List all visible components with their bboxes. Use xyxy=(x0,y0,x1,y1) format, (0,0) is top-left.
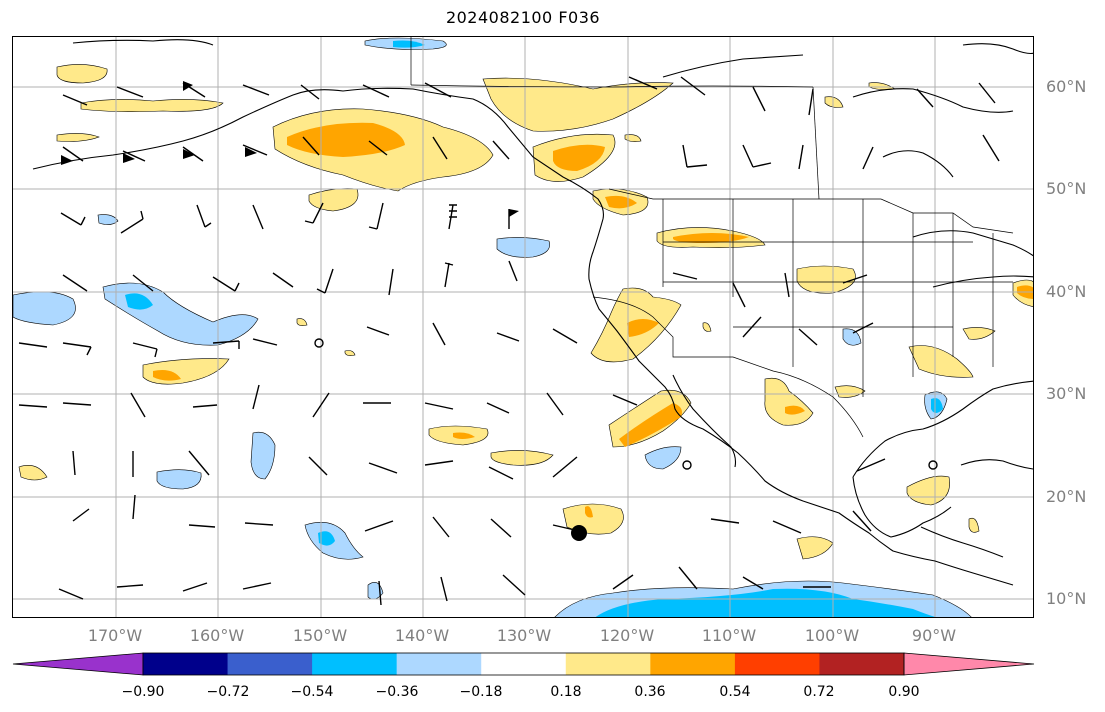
colorbar-extend-low xyxy=(12,652,144,676)
lat-label-30n: 30°N xyxy=(1046,384,1087,403)
lat-label-10n: 10°N xyxy=(1046,589,1087,608)
lon-label-160w: 160°W xyxy=(189,626,245,645)
colorbar-cell xyxy=(819,653,905,675)
map-canvas xyxy=(13,37,1033,617)
lon-label-150w: 150°W xyxy=(292,626,348,645)
colorbar-tick-label: −0.54 xyxy=(290,684,334,700)
colorbar-cell xyxy=(565,653,651,675)
positive-anomaly-medium xyxy=(153,122,1033,518)
colorbar-cell xyxy=(227,653,313,675)
colorbar-extend-high xyxy=(903,652,1035,676)
lon-label-100w: 100°W xyxy=(804,626,860,645)
colorbar-tick-label: 0.36 xyxy=(634,684,666,700)
colorbar-tick-label: −0.72 xyxy=(206,684,250,700)
graticule xyxy=(13,37,1033,617)
colorbar-tick-label: 0.54 xyxy=(719,684,751,700)
lon-label-170w: 170°W xyxy=(87,626,143,645)
plot-title: 2024082100 F036 xyxy=(445,8,601,27)
lon-label-110w: 110°W xyxy=(701,626,757,645)
lon-label-130w: 130°W xyxy=(496,626,552,645)
lon-label-120w: 120°W xyxy=(599,626,655,645)
colorbar-tick-label: −0.36 xyxy=(375,684,419,700)
wind-barb-flags xyxy=(61,81,519,217)
negative-anomaly-medium xyxy=(125,40,943,617)
colorbar-cell xyxy=(650,653,736,675)
borders xyxy=(410,37,1014,438)
colorbar-cell xyxy=(143,653,229,675)
colorbar-cell xyxy=(481,653,567,675)
colorbar-cell xyxy=(312,653,398,675)
calm-markers xyxy=(314,338,938,470)
lat-label-60n: 60°N xyxy=(1046,77,1087,96)
colorbar-tick-label: −0.90 xyxy=(121,684,165,700)
colorbar-tick-label: −0.18 xyxy=(459,684,503,700)
lat-label-50n: 50°N xyxy=(1046,179,1087,198)
colorbar xyxy=(12,652,1035,676)
colorbar-cell xyxy=(396,653,482,675)
colorbar-tick-label: 0.18 xyxy=(550,684,582,700)
lat-label-20n: 20°N xyxy=(1046,487,1087,506)
lon-label-90w: 90°W xyxy=(911,626,957,645)
colorbar-cell xyxy=(734,653,820,675)
wind-barbs xyxy=(18,76,1000,606)
map-panel[interactable] xyxy=(12,36,1034,618)
colorbar-frame xyxy=(142,652,905,676)
center-marker xyxy=(571,525,587,541)
lat-label-40n: 40°N xyxy=(1046,282,1087,301)
colorbar-tick-label: 0.72 xyxy=(803,684,835,700)
colorbar-tick-label: 0.90 xyxy=(888,684,920,700)
negative-anomaly-light xyxy=(13,37,972,617)
lon-label-140w: 140°W xyxy=(394,626,450,645)
